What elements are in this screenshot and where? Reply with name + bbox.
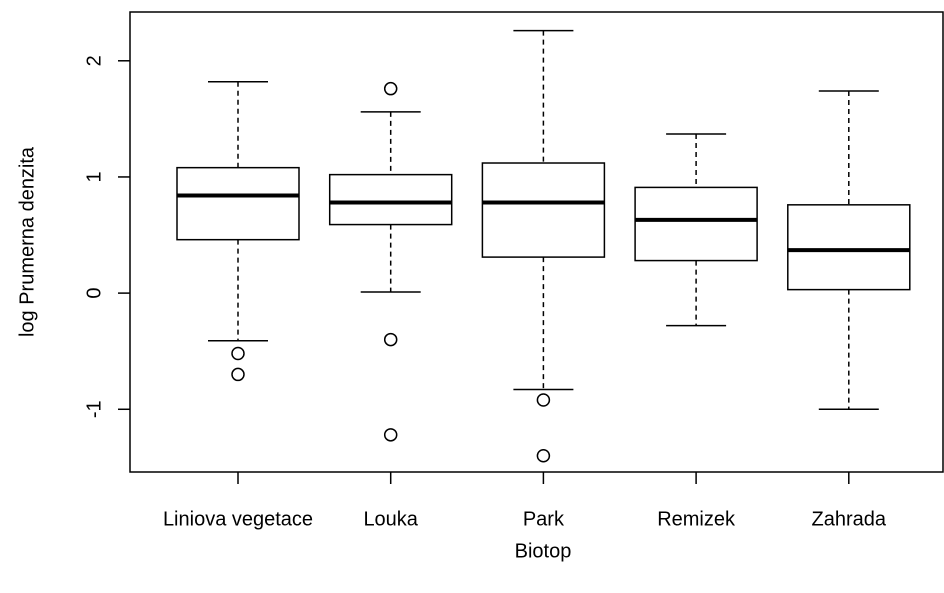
y-tick-label: -1 xyxy=(83,400,105,418)
x-tick-label: Louka xyxy=(363,508,418,530)
outlier xyxy=(536,393,551,407)
y-tick-label: 2 xyxy=(83,55,105,66)
x-tick-label: Remizek xyxy=(657,508,736,530)
box xyxy=(176,166,300,241)
x-tick-label: Zahrada xyxy=(812,508,887,530)
y-tick-label: 0 xyxy=(83,288,105,299)
y-axis-label: log Prumerna denzita xyxy=(16,146,38,337)
box xyxy=(787,204,911,291)
outlier xyxy=(231,367,245,382)
outlier xyxy=(383,81,398,96)
outlier xyxy=(383,332,398,347)
x-tick-label: Liniova vegetace xyxy=(163,508,313,530)
outlier xyxy=(231,346,245,361)
y-tick-label: 1 xyxy=(83,171,105,182)
box xyxy=(634,186,758,262)
x-tick-label: Park xyxy=(523,508,565,530)
outlier xyxy=(536,448,551,463)
plot-frame xyxy=(129,11,944,473)
x-axis-label: Biotop xyxy=(515,540,572,562)
box xyxy=(328,173,453,226)
box xyxy=(481,162,606,258)
outlier xyxy=(383,428,398,442)
